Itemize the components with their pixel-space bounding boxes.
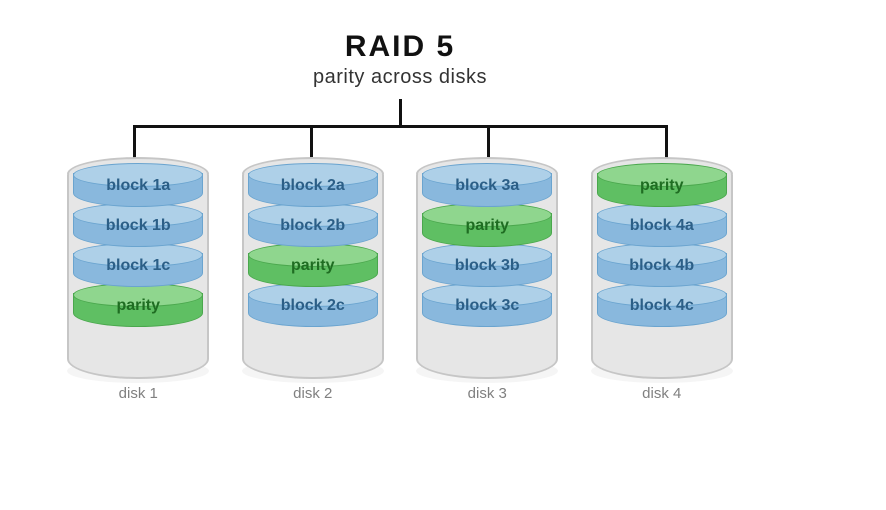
platter-label-id: 2c: [327, 297, 345, 314]
platter-label-id: 1c: [152, 257, 170, 274]
disk-cylinder: parityblock 1cblock 1bblock 1a: [67, 159, 209, 379]
platter-label: parity: [73, 297, 203, 315]
connector-drop-3: [487, 125, 490, 159]
platter-label-prefix: parity: [640, 177, 684, 194]
data-platter: block 1a: [73, 163, 203, 207]
platter-label-prefix: block: [281, 177, 327, 194]
platter-label-id: 3b: [501, 257, 520, 274]
platter-label: block 2a: [248, 177, 378, 195]
diagram-subtitle: parity across disks: [50, 66, 750, 89]
platter-label-id: 2a: [327, 177, 345, 194]
platter-label-prefix: block: [455, 257, 501, 274]
connector-drop-2: [310, 125, 313, 159]
platter-label: block 3a: [422, 177, 552, 195]
platter-label-prefix: block: [455, 297, 501, 314]
disk-label: disk 4: [642, 385, 681, 402]
data-platter: block 1b: [73, 203, 203, 247]
platter-label-id: 1b: [152, 217, 171, 234]
platter-label-id: 4c: [676, 297, 694, 314]
platter-stack: parityblock 1cblock 1bblock 1a: [73, 163, 203, 369]
data-platter: block 4a: [597, 203, 727, 247]
disk-1: parityblock 1cblock 1bblock 1adisk 1: [60, 159, 217, 402]
data-platter: block 4c: [597, 283, 727, 327]
platter-label: block 3c: [422, 297, 552, 315]
platter-label: block 2c: [248, 297, 378, 315]
platter-label-prefix: parity: [291, 257, 335, 274]
data-platter: block 2a: [248, 163, 378, 207]
platter-label-prefix: block: [629, 257, 675, 274]
connector-drop-4: [665, 125, 668, 159]
raid5-diagram: RAID 5 parity across disks parity block 1…: [50, 30, 750, 402]
platter-label: block 2b: [248, 217, 378, 235]
disk-label: disk 2: [293, 385, 332, 402]
platter-label-prefix: block: [630, 217, 676, 234]
platter-label-prefix: parity: [116, 297, 160, 314]
platter-label: block 4b: [597, 257, 727, 275]
platter-label-id: 2b: [327, 217, 346, 234]
data-platter: block 3a: [422, 163, 552, 207]
platter-label: block 3b: [422, 257, 552, 275]
platter-label: parity: [248, 257, 378, 275]
platter-label-id: 3c: [501, 297, 519, 314]
platter-label: block 1c: [73, 257, 203, 275]
disk-cylinder: block 2cparityblock 2bblock 2a: [242, 159, 384, 379]
data-platter: block 3c: [422, 283, 552, 327]
data-platter: block 1c: [73, 243, 203, 287]
disk-label: disk 3: [468, 385, 507, 402]
platter-label-id: 3a: [501, 177, 519, 194]
platter-label-prefix: block: [106, 217, 152, 234]
platter-label-prefix: block: [281, 297, 327, 314]
platter-label: parity: [422, 217, 552, 235]
disk-row: parityblock 1cblock 1bblock 1adisk 1bloc…: [50, 159, 750, 402]
platter-label-prefix: block: [280, 217, 326, 234]
disk-cylinder: block 3cblock 3bparityblock 3a: [416, 159, 558, 379]
parity-platter: parity: [248, 243, 378, 287]
platter-label-id: 4b: [676, 257, 695, 274]
platter-label-prefix: block: [630, 297, 676, 314]
platter-stack: block 2cparityblock 2bblock 2a: [248, 163, 378, 369]
platter-label-prefix: block: [455, 177, 501, 194]
data-platter: block 2c: [248, 283, 378, 327]
platter-label: block 4a: [597, 217, 727, 235]
platter-label-prefix: parity: [465, 217, 509, 234]
disk-label: disk 1: [119, 385, 158, 402]
connector-drop-1: [133, 125, 136, 159]
disk-3: block 3cblock 3bparityblock 3adisk 3: [409, 159, 566, 402]
platter-label: block 1b: [73, 217, 203, 235]
disk-2: block 2cparityblock 2bblock 2adisk 2: [235, 159, 392, 402]
data-platter: block 2b: [248, 203, 378, 247]
platter-label-id: 4a: [676, 217, 694, 234]
connector-uptick: [399, 99, 402, 128]
parity-platter: parity: [73, 283, 203, 327]
platter-label-prefix: block: [106, 257, 152, 274]
platter-stack: block 4cblock 4bblock 4aparity: [597, 163, 727, 369]
data-platter: block 3b: [422, 243, 552, 287]
disk-cylinder: block 4cblock 4bblock 4aparity: [591, 159, 733, 379]
parity-platter: parity: [597, 163, 727, 207]
platter-label: block 4c: [597, 297, 727, 315]
platter-label: block 1a: [73, 177, 203, 195]
parity-platter: parity: [422, 203, 552, 247]
data-platter: block 4b: [597, 243, 727, 287]
platter-label-id: 1a: [152, 177, 170, 194]
platter-stack: block 3cblock 3bparityblock 3a: [422, 163, 552, 369]
diagram-title: RAID 5: [50, 30, 750, 64]
disk-4: block 4cblock 4bblock 4aparitydisk 4: [584, 159, 741, 402]
platter-label-prefix: block: [106, 177, 152, 194]
connector-lines: [50, 99, 750, 159]
platter-label: parity: [597, 177, 727, 195]
